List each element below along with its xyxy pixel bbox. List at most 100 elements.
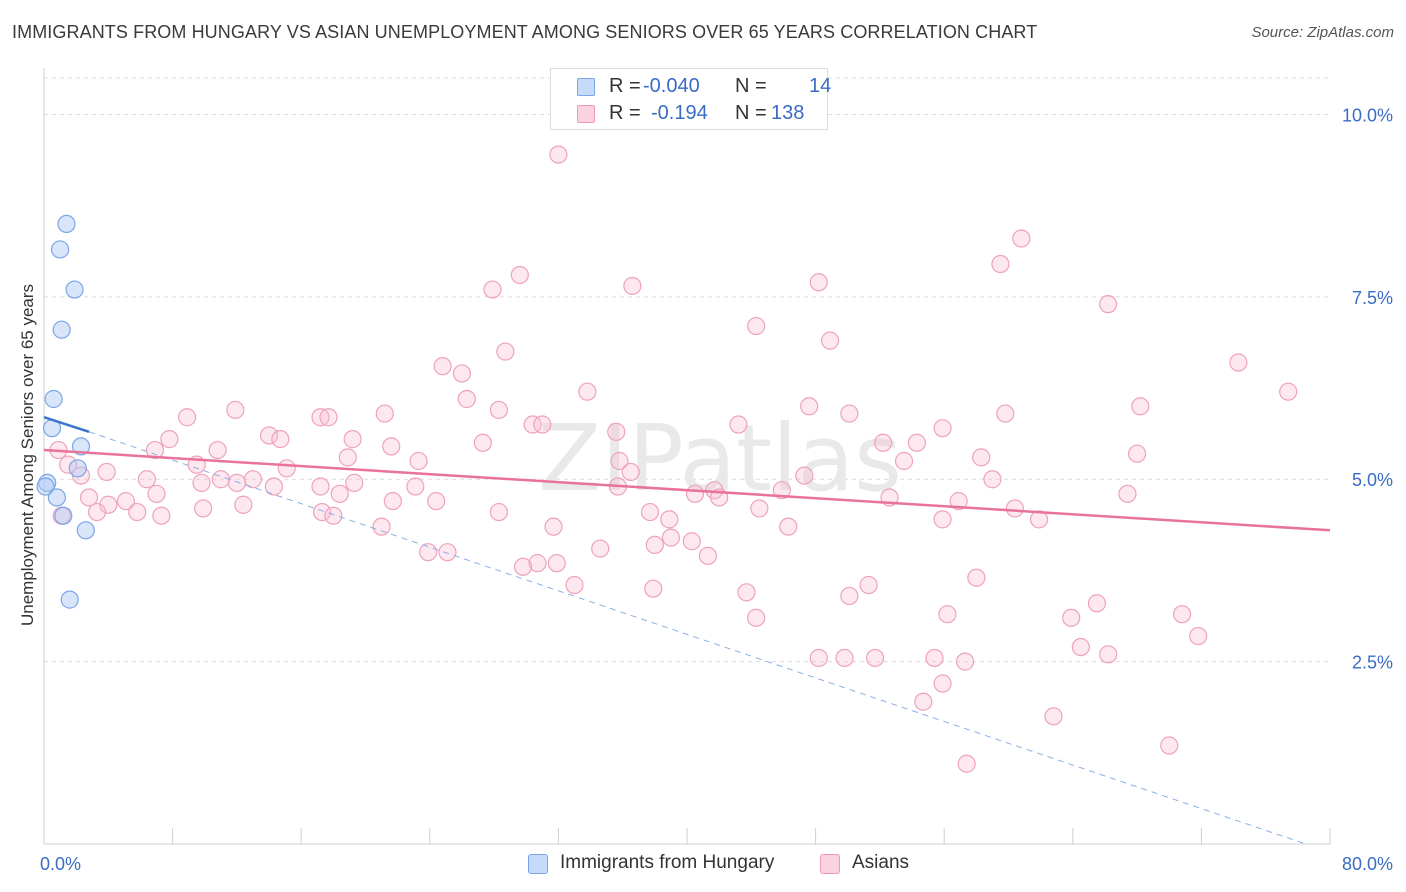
asians-point (99, 495, 118, 514)
y-tick-label: 7.5% (1352, 288, 1393, 308)
asians-point (496, 342, 515, 361)
asians-point (955, 652, 975, 671)
asians-point (747, 316, 766, 336)
asians-point (513, 557, 533, 576)
asians-point (343, 430, 362, 449)
asians-point (949, 492, 968, 511)
asians-point (1131, 397, 1150, 416)
asians-point (1012, 229, 1031, 248)
asians-point (772, 481, 791, 500)
asians-point (698, 546, 717, 565)
asians-point (623, 276, 642, 296)
asians-point (319, 408, 338, 427)
asians-point (528, 554, 547, 573)
grid-lines (44, 77, 1330, 663)
asians-point (427, 492, 446, 511)
y-tick-label: 10.0% (1342, 105, 1393, 125)
asians-point (544, 517, 563, 536)
asians-point (330, 484, 349, 503)
asians-point (1044, 707, 1063, 726)
asians-point (933, 674, 952, 693)
asians-point (610, 451, 629, 471)
asians-point (271, 430, 290, 449)
n-value: 138 (771, 102, 805, 124)
asians-point (685, 484, 705, 503)
hungary-point (76, 521, 95, 540)
asians-point (914, 692, 933, 711)
asians-point (312, 502, 332, 522)
y-tick-label: 2.5% (1352, 653, 1393, 673)
asians-point (1099, 295, 1118, 314)
asians-point (97, 462, 116, 482)
legend-swatch-hungary (577, 78, 595, 96)
asians-point (79, 488, 99, 507)
asians-point (957, 754, 976, 773)
asians-point (177, 408, 197, 427)
asians-point (227, 473, 246, 492)
asians-point (972, 448, 991, 467)
axes (43, 68, 1331, 845)
asians-point (234, 495, 253, 514)
asians-point (591, 539, 610, 558)
asians-point (483, 280, 502, 299)
asians-point (1229, 353, 1248, 372)
hungary-point (57, 214, 76, 234)
asians-point (1173, 605, 1192, 624)
asians-point (137, 470, 156, 489)
asians-point (996, 404, 1015, 423)
asians-point (489, 502, 509, 522)
asians-point (1160, 736, 1179, 755)
asians-point (1279, 382, 1298, 401)
series-legend: Immigrants from Hungary Asians (0, 852, 1406, 878)
asians-point (1189, 626, 1208, 646)
asians-point (438, 543, 457, 562)
asians-point (800, 397, 819, 416)
tick-labels: 2.5% 5.0% 7.5% 10.0% 0.0% 80.0% (40, 105, 1393, 874)
asians-point (925, 648, 944, 668)
asians-point (865, 648, 885, 668)
asians-point (907, 433, 926, 452)
legend-label-hungary: Immigrants from Hungary (560, 852, 775, 873)
r-value: -0.194 (651, 102, 708, 124)
hungary-point (68, 459, 87, 478)
asians-point (489, 400, 509, 420)
asians-point (547, 554, 566, 573)
chart-title: IMMIGRANTS FROM HUNGARY VS ASIAN UNEMPLO… (12, 22, 1038, 42)
legend-swatch-hungary (528, 854, 548, 874)
asians-point (433, 357, 452, 376)
asians-point (840, 586, 859, 606)
legend-swatch-asians (577, 105, 595, 123)
asians-point (1029, 510, 1049, 529)
asians-point (809, 273, 828, 292)
asians-point (565, 575, 584, 595)
n-value: 14 (809, 75, 832, 97)
asians-point (747, 608, 766, 627)
asians-point (419, 543, 438, 562)
trend-lines (43, 416, 1331, 845)
asians-point (208, 440, 227, 460)
hungary-point (54, 506, 73, 525)
asians-point (226, 400, 245, 420)
x-tick-label: 0.0% (40, 854, 81, 874)
asians-point (621, 462, 640, 482)
asians-point (128, 502, 147, 522)
asians-point (152, 506, 171, 525)
r-value: -0.040 (643, 75, 700, 97)
asians-point (779, 517, 798, 536)
r-label: R = (609, 75, 641, 97)
legend-row-asians: R = -0.194 N = 138 (551, 102, 827, 126)
asians-point (473, 433, 492, 452)
asians-point (457, 389, 476, 409)
asians-point (859, 575, 878, 595)
hungary-point (60, 590, 79, 609)
asians-point (277, 459, 296, 478)
y-tick-label: 5.0% (1352, 470, 1393, 490)
correlation-legend: R = -0.040 N = 14 R = -0.194 N = 138 (550, 68, 832, 130)
asians-point (1127, 444, 1147, 463)
asians-point (991, 254, 1010, 274)
asians-point (382, 437, 401, 456)
asians-point (661, 528, 681, 547)
hungary-point (65, 280, 84, 299)
asians-point (116, 492, 136, 511)
